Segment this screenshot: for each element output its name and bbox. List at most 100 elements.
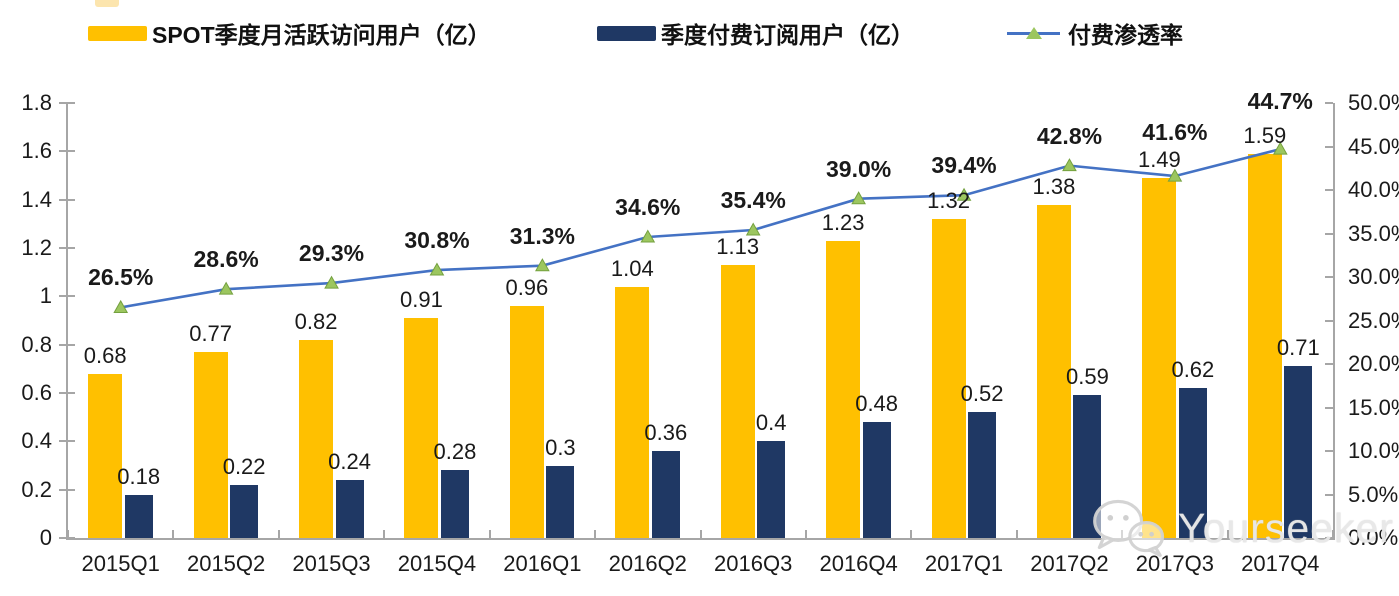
axis-tick — [67, 530, 69, 538]
axis-tick — [1325, 232, 1333, 235]
penetration-marker-icon — [218, 281, 234, 295]
axis-tick — [59, 295, 75, 298]
subs-bar-label: 0.52 — [960, 381, 1004, 407]
axis-tick — [172, 530, 175, 538]
axis-tick — [59, 392, 75, 394]
axis-tick — [1325, 189, 1333, 191]
legend-label-penetration: 付费渗透率 — [1068, 22, 1183, 48]
mau-bar-label: 0.68 — [83, 342, 127, 368]
y-axis-left — [66, 103, 68, 538]
mau-bar-label: 1.13 — [716, 233, 760, 259]
penetration-legend-triangle-icon — [1026, 26, 1042, 39]
mau-bar — [299, 339, 334, 538]
y-axis-right — [1333, 103, 1335, 538]
x-axis-category-label: 2015Q1 — [81, 551, 160, 576]
right-axis-tick-label: 50.0% — [1348, 90, 1399, 115]
mau-bar-label: 0.91 — [400, 287, 443, 313]
subs-bar — [124, 494, 153, 538]
left-axis-tick-label: 0.8 — [21, 331, 52, 357]
mau-bar-label: 1.32 — [927, 188, 970, 213]
legend-item-subs: 季度付费订阅用户（亿） — [597, 16, 914, 50]
subs-bar — [862, 422, 891, 538]
penetration-point-label: 35.4% — [720, 187, 786, 214]
left-axis-tick-label: 1.2 — [21, 235, 52, 260]
subs-bar-label: 0.24 — [328, 449, 371, 474]
axis-tick — [1015, 530, 1018, 538]
right-axis-tick-label: 10.0% — [1348, 438, 1399, 463]
x-axis-category-label: 2016Q2 — [608, 551, 687, 576]
subs-bar — [546, 465, 575, 538]
mau-bar — [404, 318, 439, 538]
right-axis-tick-label: 25.0% — [1348, 307, 1399, 333]
axis-tick — [59, 343, 75, 346]
mau-bar-label: 1.23 — [821, 209, 865, 235]
axis-tick — [59, 102, 75, 104]
left-axis-tick-label: 1 — [39, 283, 52, 309]
penetration-point-label: 42.8% — [1036, 122, 1103, 149]
axis-tick — [1325, 537, 1333, 539]
penetration-point-label: 39.4% — [931, 152, 997, 179]
axis-tick — [59, 537, 75, 539]
x-axis-category-label: 2016Q1 — [503, 551, 582, 576]
axis-tick — [488, 530, 491, 538]
axis-tick — [59, 440, 75, 443]
subs-bar — [1284, 366, 1313, 538]
wechat-icon — [1093, 499, 1165, 557]
penetration-point-label: 34.6% — [615, 193, 681, 220]
mau-bar — [826, 240, 861, 538]
penetration-point-label: 26.5% — [88, 264, 154, 291]
subs-bar-label: 0.36 — [644, 420, 688, 445]
penetration-marker-icon — [1062, 158, 1077, 172]
axis-tick — [383, 530, 386, 538]
subs-bar — [1178, 388, 1207, 538]
left-axis-tick-label: 0.6 — [21, 380, 52, 405]
mau-bar-label: 1.49 — [1137, 146, 1181, 172]
penetration-marker-icon — [429, 262, 445, 276]
axis-tick — [1325, 450, 1333, 452]
subs-bar-label: 0.59 — [1066, 364, 1109, 390]
x-axis-category-label: 2017Q3 — [1135, 551, 1215, 576]
legend-item-mau: SPOT季度月活跃访问用户（亿） — [88, 16, 491, 50]
right-axis-tick-label: 15.0% — [1348, 394, 1399, 420]
mau-bar — [88, 373, 123, 538]
axis-tick — [804, 530, 807, 538]
right-axis-tick-label: 20.0% — [1348, 351, 1399, 376]
penetration-point-label: 28.6% — [193, 246, 259, 273]
watermark-text: Yourseeker — [1178, 504, 1394, 551]
penetration-marker-icon — [851, 191, 866, 205]
subs-bar-label: 0.3 — [545, 434, 576, 460]
axis-tick — [1325, 276, 1333, 278]
legend-label-mau: SPOT季度月活跃访问用户（亿） — [152, 22, 491, 48]
mau-legend-swatch-icon — [88, 25, 147, 41]
x-axis-category-label: 2015Q2 — [186, 551, 266, 576]
axis-tick — [59, 247, 75, 249]
penetration-marker-icon — [640, 229, 656, 243]
penetration-legend-marker-icon — [1007, 26, 1060, 41]
penetration-point-label: 39.0% — [826, 155, 892, 182]
subs-bar-label: 0.71 — [1276, 335, 1320, 361]
axis-tick — [1325, 493, 1333, 496]
left-axis-tick-label: 0 — [39, 525, 52, 550]
penetration-marker-icon — [324, 275, 339, 289]
axis-tick — [1332, 530, 1334, 538]
axis-tick — [1325, 319, 1333, 322]
axis-tick — [1325, 406, 1333, 409]
penetration-point-label: 29.3% — [298, 240, 365, 267]
mau-bar-label: 0.82 — [294, 308, 338, 334]
axis-tick — [277, 530, 280, 538]
subs-bar-label: 0.48 — [855, 391, 899, 416]
mau-bar — [509, 306, 544, 538]
subs-bar-label: 0.62 — [1171, 357, 1215, 383]
subs-bar — [440, 470, 469, 538]
mau-bar — [720, 264, 755, 538]
watermark: Yourseeker — [1090, 496, 1394, 560]
penetration-marker-icon — [535, 258, 550, 272]
subs-bar-label: 0.28 — [433, 439, 477, 465]
mau-bar-label: 0.77 — [189, 320, 233, 346]
left-axis-tick-label: 0.4 — [21, 428, 52, 454]
x-axis-category-label: 2016Q3 — [714, 551, 793, 576]
right-axis-tick-label: 5.0% — [1348, 481, 1399, 507]
subs-bar — [651, 451, 680, 538]
x-axis-category-label: 2017Q1 — [924, 551, 1004, 576]
